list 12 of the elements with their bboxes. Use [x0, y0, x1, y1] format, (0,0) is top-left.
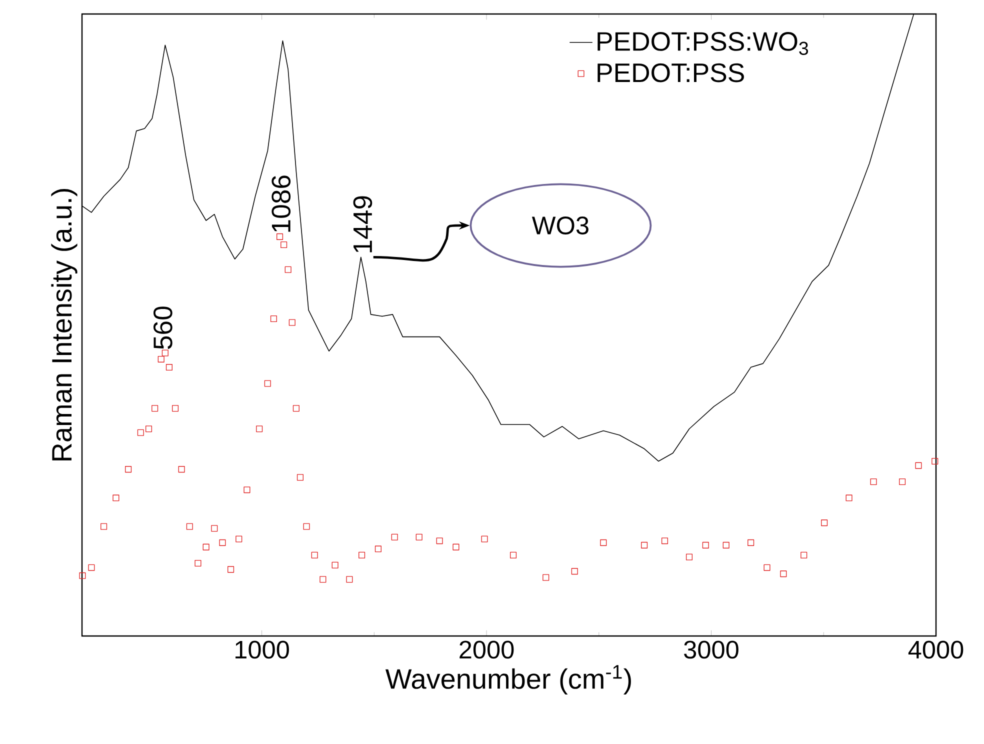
annotation: 560	[153, 306, 172, 349]
x-tick-label: 1000	[236, 640, 289, 659]
legend-label: PEDOT:PSS	[598, 63, 744, 82]
x-tick-label: 3000	[684, 640, 738, 659]
x-axis-title: Wavenumber (cm$^{-1}$)	[385, 665, 631, 694]
y-axis-title: Raman Intensity (a.u.)	[51, 189, 78, 460]
annotation: WO3	[532, 216, 588, 234]
legend-label: PEDOT:PSS:WO$_{3}$	[598, 32, 808, 55]
x-tick-label: 2000	[460, 640, 514, 659]
annotation: 1449	[353, 196, 372, 252]
annotation: 1086	[272, 176, 291, 232]
x-tick-label: 4000	[908, 640, 964, 659]
